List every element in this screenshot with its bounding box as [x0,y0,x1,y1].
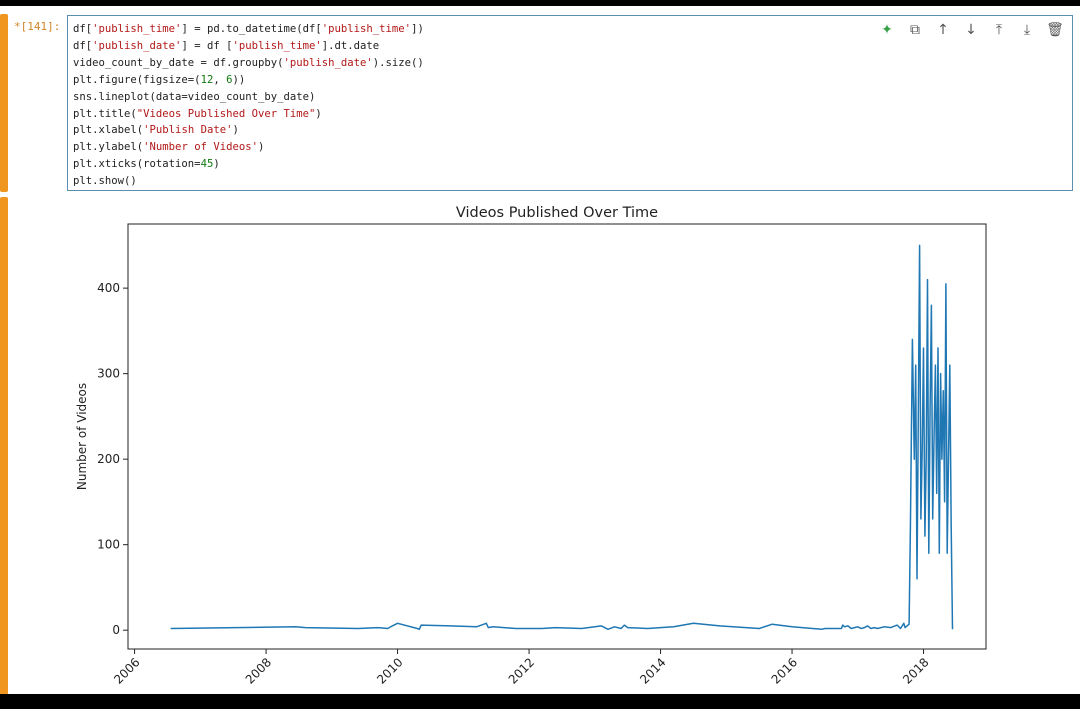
insert-above-icon[interactable]: ⤒ [995,22,1003,38]
cell-output: Videos Published Over Time Number of Vide… [70,196,1070,694]
x-tick-label: 2008 [243,655,274,686]
x-tick-label: 2014 [637,655,668,686]
move-up-icon[interactable]: ↑ [937,22,949,38]
y-tick-label: 100 [97,538,120,552]
delete-icon[interactable]: 🗑 [1046,22,1064,38]
x-tick-label: 2018 [900,655,931,686]
code-line: plt.figure(figsize=(12, 6)) [73,73,246,86]
x-tick-label: 2016 [769,655,800,686]
x-tick-label: 2006 [111,655,142,686]
x-tick-label: 2010 [374,655,405,686]
code-line: plt.xticks(rotation=45) [73,158,220,171]
output-active-indicator[interactable] [0,197,8,695]
move-down-icon[interactable]: ↓ [965,22,977,38]
y-axis-label: Number of Videos [75,383,89,490]
code-line: df['publish_date'] = df ['publish_time']… [73,39,380,52]
execution-prompt: *[141]: [14,20,61,33]
line-chart: Videos Published Over Time Number of Vide… [75,205,987,687]
code-cell-editor[interactable]: df['publish_time'] = pd.to_datetime(df['… [67,15,1073,191]
ai-assist-icon[interactable]: ✦ [881,22,893,38]
y-tick-label: 400 [97,281,120,295]
screen-top-edge [0,0,1080,6]
plot-frame [127,223,987,650]
y-tick-label: 0 [112,623,120,637]
chart-title: Videos Published Over Time [456,205,658,221]
insert-below-icon[interactable]: ⤓ [1023,22,1031,38]
code-line: plt.ylabel('Number of Videos') [73,141,265,154]
x-tick-label: 2012 [506,655,537,686]
code-line: plt.show() [73,175,137,188]
y-tick-label: 200 [97,452,120,466]
copy-icon[interactable]: ⧉ [910,22,920,38]
code-text[interactable]: df['publish_time'] = pd.to_datetime(df['… [73,21,424,190]
code-line: plt.title("Videos Published Over Time") [73,107,322,120]
screen-bottom-edge [0,694,1080,709]
code-line: video_count_by_date = df.groupby('publis… [73,56,424,69]
y-tick-label: 300 [97,367,120,381]
code-line: df['publish_time'] = pd.to_datetime(df['… [73,23,424,35]
code-line: plt.xlabel('Publish Date') [73,124,239,137]
code-line: sns.lineplot(data=video_count_by_date) [73,90,316,103]
series-line [170,244,954,631]
cell-toolbar: ✦ ⧉ ↑ ↓ ⤒ ⤓ 🗑 [876,21,1066,39]
cell-active-indicator[interactable] [0,14,8,192]
